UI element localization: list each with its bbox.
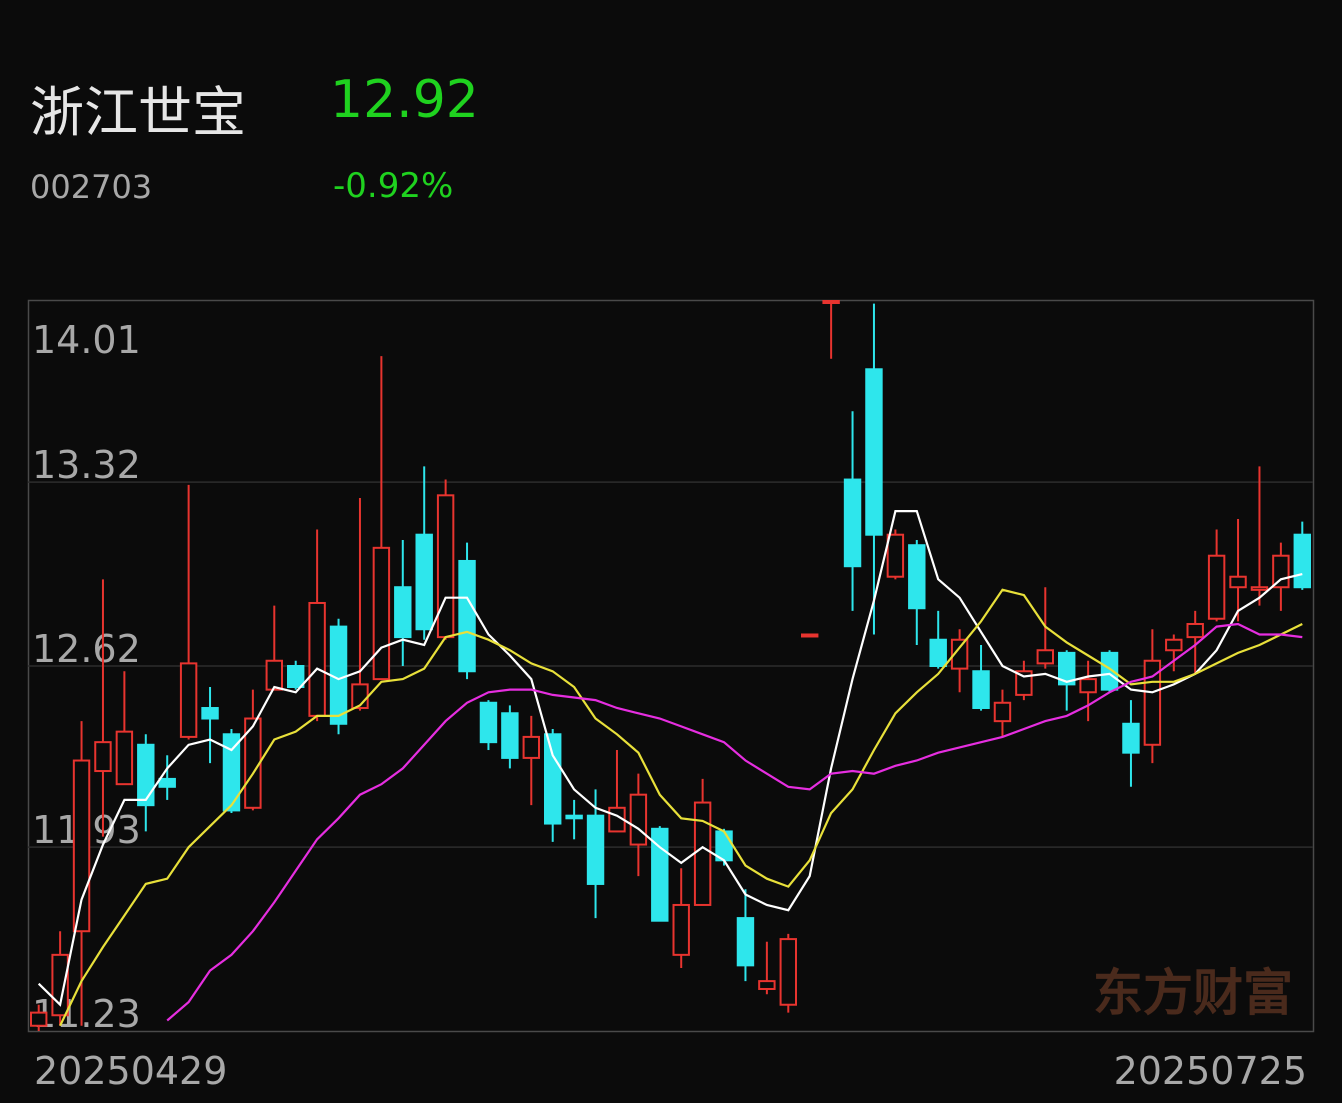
candle-body <box>1122 722 1140 754</box>
candle-body <box>908 544 926 610</box>
candle-body <box>865 368 883 536</box>
candle-body <box>286 665 305 689</box>
candle-body <box>394 586 412 639</box>
candle-body <box>137 743 155 807</box>
candle-body <box>950 638 969 670</box>
candle-body <box>672 903 690 956</box>
candle-body <box>800 633 819 638</box>
candle-body <box>929 638 947 668</box>
candle-body <box>565 814 583 820</box>
candle-body <box>758 980 776 990</box>
stock-code: 002703 <box>30 168 153 206</box>
candle-body <box>158 777 176 788</box>
candle-body <box>94 741 112 773</box>
candle-body <box>629 793 648 846</box>
candle-body <box>1229 575 1247 589</box>
candle-body <box>458 559 476 673</box>
candle-body <box>1057 651 1076 686</box>
candle-body <box>736 917 755 967</box>
candle-body <box>586 814 605 885</box>
candle-body <box>501 712 519 759</box>
candle-body <box>1079 678 1097 694</box>
candle-body <box>115 730 134 786</box>
candle-body <box>522 735 541 759</box>
x-tick-label: 20250725 <box>1114 1049 1307 1093</box>
candle-body <box>993 701 1012 723</box>
x-tick-label: 20250429 <box>34 1049 227 1093</box>
candle-body <box>886 533 905 578</box>
y-tick-label: 14.01 <box>32 318 141 362</box>
candle-body <box>1165 638 1183 652</box>
candle-body <box>843 478 862 568</box>
y-tick-label: 13.32 <box>32 443 141 487</box>
candle-body <box>651 827 669 922</box>
candle-body <box>779 938 798 1006</box>
candle-body <box>436 494 455 639</box>
y-tick-label: 11.23 <box>32 992 141 1036</box>
watermark: 东方财富 <box>1093 964 1293 1022</box>
candle-body <box>822 300 840 304</box>
candle-body <box>1272 554 1290 589</box>
candle-body <box>1100 651 1119 691</box>
candle-body <box>29 1011 48 1027</box>
stock-price: 12.92 <box>330 70 479 130</box>
candle-body <box>1293 533 1312 589</box>
candle-body <box>479 701 498 744</box>
price-change: -0.92% <box>333 166 454 206</box>
candle-body <box>222 733 241 812</box>
candle-body <box>265 659 284 691</box>
stock-name: 浙江世宝 <box>30 81 246 144</box>
candle-body <box>1036 649 1055 665</box>
candle-body <box>308 601 326 717</box>
candle-body <box>1015 670 1033 696</box>
candle-body <box>201 707 219 720</box>
moving-average-line <box>37 510 1303 1007</box>
candle-body <box>1250 586 1269 591</box>
candle-body <box>72 759 91 933</box>
candle-body <box>972 670 990 710</box>
moving-average-line <box>59 588 1303 1027</box>
candle-body <box>415 533 433 631</box>
candle-body <box>1186 622 1204 639</box>
candle-body <box>1207 554 1226 620</box>
candle-body <box>693 801 712 906</box>
moving-average-line <box>166 622 1303 1022</box>
candle-body <box>179 662 198 738</box>
candle-body <box>543 733 562 825</box>
y-tick-label: 12.62 <box>32 627 141 671</box>
candle-body <box>372 546 391 681</box>
candle-body <box>329 625 348 725</box>
